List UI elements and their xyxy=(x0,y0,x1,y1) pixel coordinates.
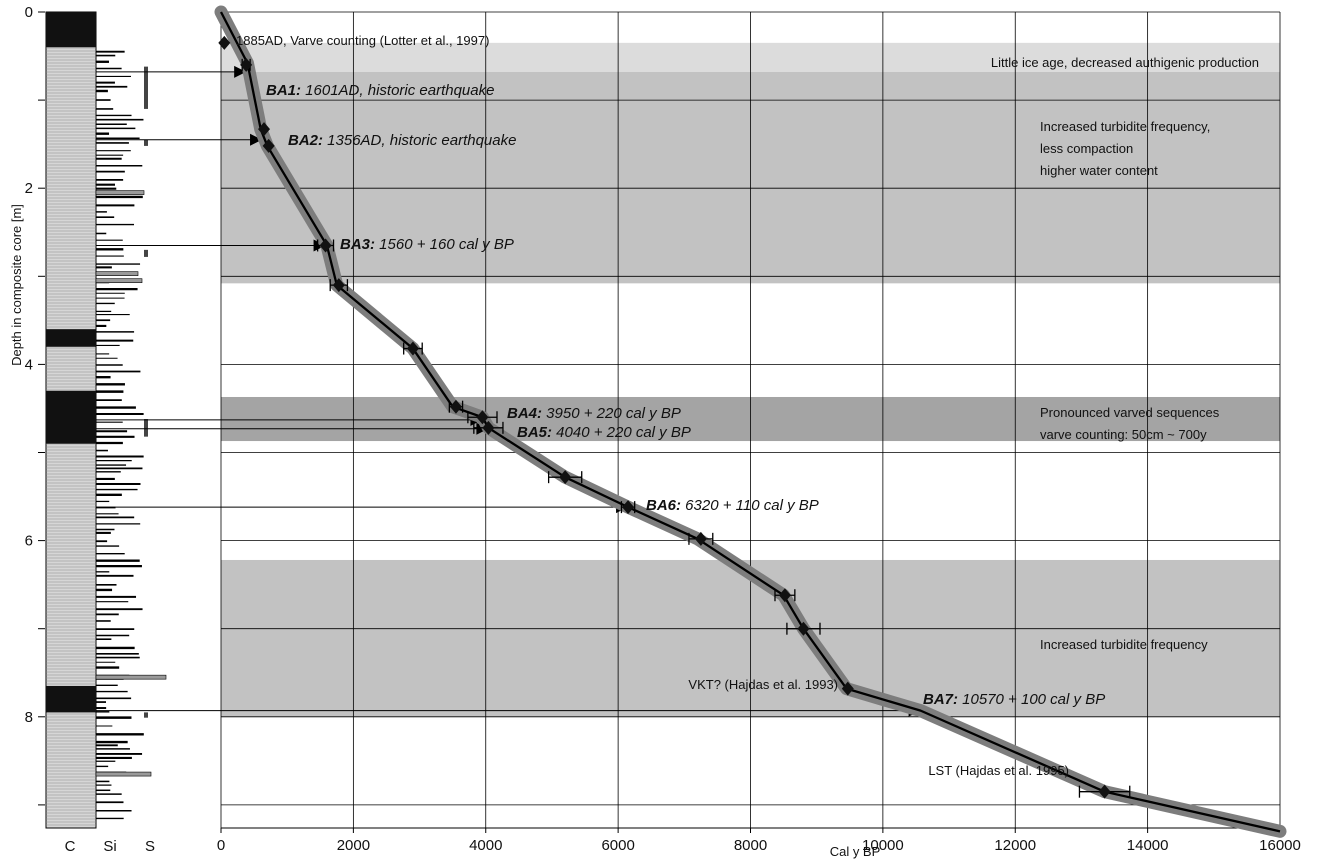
data-point xyxy=(559,470,572,485)
event-label-text: 1560 + 160 cal y BP xyxy=(375,236,514,253)
data-point xyxy=(841,681,854,696)
data-point xyxy=(332,278,345,293)
x-tick-label: 6000 xyxy=(601,837,634,854)
y-tick-label: 4 xyxy=(25,356,33,373)
lith-dark-layer xyxy=(46,12,96,48)
event-label: BA7: 10570 + 100 cal y BP xyxy=(923,691,1105,708)
band-label-line: Increased turbidite frequency, xyxy=(1040,119,1210,134)
data-point xyxy=(262,138,275,153)
x-tick-label: 4000 xyxy=(469,837,502,854)
y-tick-label: 2 xyxy=(25,180,33,197)
data-point xyxy=(449,399,462,414)
point-annotation: LST (Hajdas et al. 1995) xyxy=(928,763,1069,778)
band-label-line: higher water content xyxy=(1040,163,1158,178)
band-label: Increased turbidite frequency xyxy=(1040,637,1208,652)
event-label-id: BA7: xyxy=(923,691,958,708)
event-label: BA4: 3950 + 220 cal y BP xyxy=(507,405,681,422)
x-tick-label: 2000 xyxy=(337,837,370,854)
event-label-id: BA4: xyxy=(507,405,542,422)
lith-dark-layer xyxy=(46,390,96,444)
data-point xyxy=(476,410,489,425)
band-label-line: less compaction xyxy=(1040,141,1133,156)
data-point xyxy=(694,531,707,546)
band-label-line: Increased turbidite frequency xyxy=(1040,637,1208,652)
y-tick-label: 6 xyxy=(25,533,33,550)
x-tick-label: 16000 xyxy=(1259,837,1301,854)
data-point xyxy=(218,35,231,50)
data-point xyxy=(319,238,332,253)
lith-event-marker xyxy=(144,419,148,437)
lithology-column xyxy=(45,11,167,829)
band-label: Increased turbidite frequency, less compa… xyxy=(1040,119,1210,178)
x-axis-label: Cal y BP xyxy=(830,844,881,859)
lith-sand-layer xyxy=(95,771,152,777)
band-label-line: varve counting: 50cm ~ 700y xyxy=(1040,427,1207,442)
event-label-id: BA5: xyxy=(517,424,552,441)
event-label: BA6: 6320 + 110 cal y BP xyxy=(646,497,819,514)
lithology-label: Si xyxy=(103,838,116,855)
lith-event-marker xyxy=(144,66,148,109)
lithology-label: S xyxy=(145,838,155,855)
event-label: BA1: 1601AD, historic earthquake xyxy=(266,82,494,99)
data-point xyxy=(1098,784,1111,799)
event-label-text: 6320 + 110 cal y BP xyxy=(681,497,819,514)
data-point xyxy=(482,420,495,435)
event-label-id: BA3: xyxy=(340,236,375,253)
lith-dark-layer xyxy=(46,329,96,347)
event-arrow xyxy=(250,133,263,146)
event-label-id: BA1: xyxy=(266,82,301,99)
x-tick-label: 10000 xyxy=(862,837,904,854)
event-label: BA2: 1356AD, historic earthquake xyxy=(288,132,516,149)
x-tick-label: 8000 xyxy=(734,837,767,854)
lith-event-marker xyxy=(144,712,148,718)
lith-sand-layer xyxy=(95,674,167,680)
x-tick-label: 0 xyxy=(217,837,225,854)
event-label-text: 3950 + 220 cal y BP xyxy=(542,405,681,422)
data-point xyxy=(406,341,419,356)
band-label: Pronounced varved sequences varve countin… xyxy=(1040,405,1220,442)
event-label-id: BA2: xyxy=(288,132,323,149)
y-axis-label: Depth in composite core [m] xyxy=(9,204,24,366)
x-tick-label: 14000 xyxy=(1127,837,1169,854)
data-point xyxy=(797,621,810,636)
lith-dark-layer xyxy=(46,685,96,713)
event-label-text: 1356AD, historic earthquake xyxy=(323,132,516,149)
lith-sand-layer xyxy=(95,271,139,276)
point-annotation: 1885AD, Varve counting (Lotter et al., 1… xyxy=(236,33,489,48)
lith-event-marker xyxy=(144,249,148,257)
dated-points xyxy=(218,35,1131,799)
x-tick-label: 12000 xyxy=(994,837,1036,854)
y-tick-label: 8 xyxy=(25,709,33,726)
chart-labels: 0 2000 4000 6000 8000 10000 12000 14000 16000 0 2 4… xyxy=(25,4,1301,855)
point-annotation: VKT? (Hajdas et al. 1993) xyxy=(688,677,838,692)
y-tick-label: 0 xyxy=(25,4,33,21)
lith-sand-layer xyxy=(95,190,145,195)
data-point xyxy=(258,122,271,137)
data-point xyxy=(778,588,791,603)
event-label-text: 4040 + 220 cal y BP xyxy=(552,424,691,441)
event-label-id: BA6: xyxy=(646,497,681,514)
event-connectors xyxy=(96,65,921,717)
lith-event-marker xyxy=(144,139,148,146)
band-label: Little ice age, decreased authigenic pro… xyxy=(991,55,1259,70)
lith-sand-layer xyxy=(95,278,143,284)
band-label-line: Little ice age, decreased authigenic pro… xyxy=(991,55,1259,70)
band-label-line: Pronounced varved sequences xyxy=(1040,405,1220,420)
lithology-label: C xyxy=(65,838,76,855)
data-point xyxy=(240,57,253,72)
event-label-text: 10570 + 100 cal y BP xyxy=(958,691,1105,708)
event-label-text: 1601AD, historic earthquake xyxy=(301,82,494,99)
event-label: BA3: 1560 + 160 cal y BP xyxy=(340,236,514,253)
event-arrow xyxy=(234,65,247,78)
event-label: BA5: 4040 + 220 cal y BP xyxy=(517,424,691,441)
data-point xyxy=(622,500,635,515)
